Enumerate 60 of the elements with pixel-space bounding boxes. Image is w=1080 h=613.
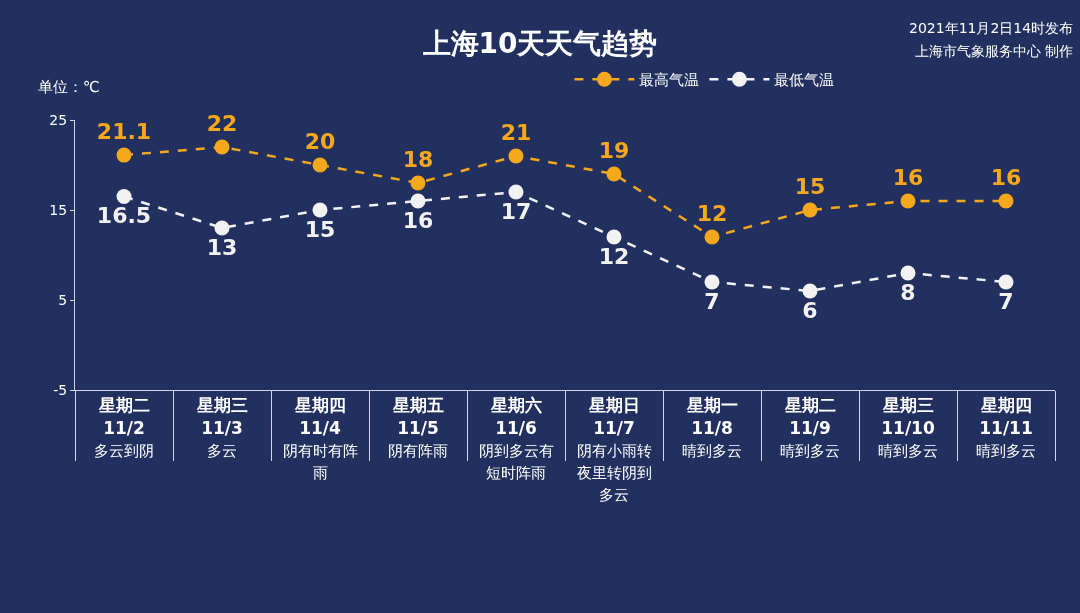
x-tick-label: 星期二 11/2 多云到阴 [94, 395, 154, 460]
point [410, 175, 426, 191]
data-label: 8 [900, 279, 916, 305]
text: 上海市气象服务中心 制作 [915, 43, 1074, 59]
point [704, 229, 720, 245]
chart-title: 上海10天天气趋势 [421, 26, 658, 60]
point [508, 184, 524, 200]
point [606, 166, 622, 182]
point [214, 139, 230, 155]
data-label: 16 [990, 165, 1022, 191]
data-label: 15 [794, 174, 826, 200]
point [116, 189, 132, 204]
point [508, 148, 524, 164]
data-label: 12 [696, 201, 728, 227]
y-tick-label: 25 [49, 111, 68, 128]
point [116, 147, 132, 163]
data-label: 18 [402, 147, 434, 173]
data-label: 16.5 [96, 203, 152, 229]
data-label: 13 [206, 234, 238, 260]
data-label: 21.1 [96, 119, 152, 145]
y-tick-label: 15 [49, 201, 68, 218]
data-label: 16 [402, 207, 434, 233]
point [312, 157, 328, 173]
x-tick-label: 星期五 11/5 阴有阵雨 [388, 395, 448, 460]
point [900, 265, 916, 281]
point [998, 193, 1014, 209]
point [998, 274, 1014, 290]
data-label: 16 [892, 165, 924, 191]
x-tick-label: 星期日 11/7 阴有小雨转夜里转阴到多云 [576, 395, 652, 504]
data-label: 12 [598, 243, 630, 269]
x-tick-label: 星期四 11/4 阴有时有阵雨 [282, 395, 358, 482]
data-label: 17 [500, 198, 532, 224]
data-label: 15 [304, 216, 336, 242]
y-axis-title: 单位：℃ [38, 78, 100, 96]
legend-label: 最高气温 [639, 71, 700, 90]
data-label: 7 [998, 288, 1014, 314]
point [214, 220, 230, 236]
text: 2021年11月2日14时发布 [909, 20, 1074, 36]
legend-label: 最低气温 [774, 71, 835, 90]
point [704, 274, 720, 290]
data-label: 6 [802, 297, 818, 323]
y-tick-label: -5 [53, 381, 68, 398]
x-tick-label: 星期四 11/11 晴到多云 [976, 395, 1036, 460]
data-label: 21 [500, 120, 532, 146]
x-tick-label: 星期二 11/9 晴到多云 [780, 395, 840, 460]
data-label: 20 [304, 129, 336, 155]
x-tick-label: 星期三 11/3 多云 [195, 395, 248, 460]
y-tick-label: 5 [58, 291, 68, 308]
x-tick-label: 星期一 11/8 晴到多云 [682, 395, 742, 460]
point [802, 283, 818, 299]
data-label: 22 [206, 111, 238, 137]
point [900, 193, 916, 209]
point [312, 202, 328, 218]
point [410, 193, 426, 209]
x-tick-label: 星期三 11/10 晴到多云 [878, 395, 938, 460]
data-label: 19 [598, 138, 630, 164]
point [802, 202, 818, 218]
x-tick-label: 星期六 11/6 阴到多云有短时阵雨 [478, 395, 554, 482]
data-label: 7 [704, 288, 720, 314]
point [606, 229, 622, 245]
